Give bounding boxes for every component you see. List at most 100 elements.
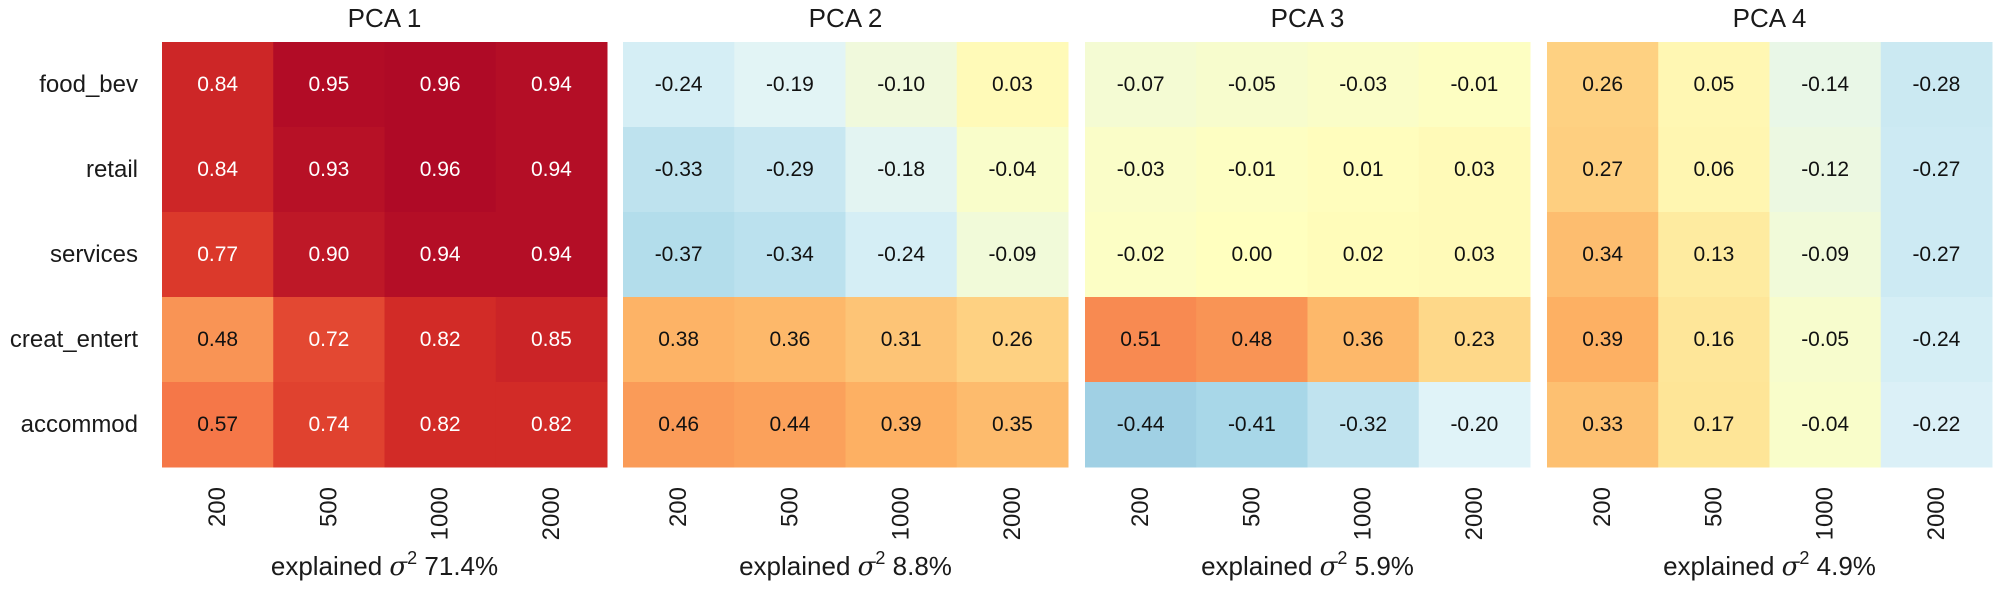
x-tick-label: 500: [1238, 487, 1265, 527]
cell-value-label: -0.32: [1339, 413, 1387, 436]
cell-value-label: 0.72: [308, 328, 349, 351]
heatmap-cell: [1658, 42, 1770, 128]
heatmap-panel-4: PCA 4 0.26 0.05 -0.14 -0.28 0.27 0.06 -0.12 -0.2…: [1547, 3, 1993, 582]
cell-value-label: 0.96: [420, 73, 461, 96]
cell-value-label: 0.35: [992, 413, 1033, 436]
cell-value-label: -0.29: [766, 158, 814, 181]
heatmap-cell: [1658, 212, 1770, 298]
heatmap-cell: [495, 127, 608, 213]
cell-value-label: 0.95: [308, 73, 349, 96]
cell-value-label: -0.05: [1228, 73, 1276, 96]
heatmap-cell: [1307, 127, 1420, 213]
cell-value-label: 0.05: [1693, 73, 1734, 96]
heatmap-cell: [1658, 382, 1770, 468]
heatmap-cell: [1880, 297, 1993, 383]
x-tick-label: 200: [665, 487, 692, 527]
cell-value-label: 0.93: [308, 158, 349, 181]
cell-value-label: 0.03: [1454, 158, 1495, 181]
x-tick-label: 2000: [1461, 487, 1488, 540]
heatmap-cell: [1196, 212, 1308, 298]
cell-value-label: 0.94: [531, 243, 572, 266]
cell-value-label: -0.18: [877, 158, 925, 181]
cell-value-label: 0.27: [1582, 158, 1623, 181]
heatmap-cell: [1418, 382, 1531, 468]
heatmap-cell: [384, 42, 497, 128]
cell-value-label: -0.24: [655, 73, 703, 96]
cell-value-label: 0.13: [1693, 243, 1734, 266]
heatmap-cell: [1418, 212, 1531, 298]
cell-value-label: 0.74: [308, 413, 349, 436]
x-axis-label: explained σ2 71.4%: [271, 548, 498, 582]
x-tick-label: 1000: [888, 487, 915, 540]
heatmap-cell: [623, 297, 735, 383]
heatmap-cell: [1196, 42, 1308, 128]
cell-value-label: -0.10: [877, 73, 925, 96]
cell-value-label: 0.17: [1693, 413, 1734, 436]
heatmap-cell: [1307, 42, 1420, 128]
cell-value-label: -0.01: [1228, 158, 1276, 181]
cell-value-label: 0.03: [1454, 243, 1495, 266]
cell-value-label: 0.36: [769, 328, 810, 351]
heatmap-cell: [1547, 382, 1659, 468]
cell-value-label: 0.39: [881, 413, 922, 436]
cell-value-label: 0.48: [1231, 328, 1272, 351]
cell-value-label: -0.04: [988, 158, 1036, 181]
cell-value-label: -0.04: [1801, 413, 1849, 436]
cell-value-label: 0.51: [1120, 328, 1161, 351]
cell-value-label: 0.94: [531, 158, 572, 181]
heatmap-cell: [273, 127, 385, 213]
heatmap-cell: [845, 212, 958, 298]
cell-value-label: 0.34: [1582, 243, 1623, 266]
cell-value-label: 0.26: [1582, 73, 1623, 96]
cell-value-label: -0.41: [1228, 413, 1276, 436]
cell-value-label: 0.94: [420, 243, 461, 266]
heatmap-cell: [1880, 42, 1993, 128]
cell-value-label: 0.84: [197, 158, 238, 181]
heatmap-cell: [1769, 297, 1882, 383]
heatmap-cell: [734, 127, 846, 213]
heatmap-cell: [384, 382, 497, 468]
x-tick-label: 1000: [1812, 487, 1839, 540]
cell-value-label: -0.02: [1117, 243, 1165, 266]
heatmap-cell: [1085, 297, 1197, 383]
cell-value-label: -0.27: [1912, 243, 1960, 266]
heatmap-cell: [1880, 382, 1993, 468]
x-tick-label: 200: [204, 487, 231, 527]
cell-value-label: 0.39: [1582, 328, 1623, 351]
heatmap-cell: [1880, 212, 1993, 298]
heatmap-cell: [384, 127, 497, 213]
heatmap-cell: [845, 382, 958, 468]
cell-value-label: 0.31: [881, 328, 922, 351]
cell-value-label: 0.23: [1454, 328, 1495, 351]
panel-title: PCA 2: [809, 3, 883, 33]
heatmap-cell: [495, 382, 608, 468]
x-tick-label: 1000: [427, 487, 454, 540]
cell-value-label: -0.09: [988, 243, 1036, 266]
heatmap-cell: [495, 297, 608, 383]
heatmap-cell: [1307, 212, 1420, 298]
heatmap-cell: [956, 127, 1069, 213]
cell-value-label: 0.82: [420, 413, 461, 436]
x-tick-label: 500: [315, 487, 342, 527]
heatmap-cell: [162, 382, 274, 468]
panel-title: PCA 4: [1733, 3, 1807, 33]
cell-value-label: -0.03: [1339, 73, 1387, 96]
panel-title: PCA 1: [348, 3, 422, 33]
heatmap-cell: [162, 127, 274, 213]
cell-value-label: -0.07: [1117, 73, 1165, 96]
heatmap-cell: [273, 42, 385, 128]
row-label-food-bev: food_bev: [39, 71, 138, 98]
heatmap-cell: [495, 42, 608, 128]
heatmap-cell: [956, 297, 1069, 383]
heatmap-cell: [1769, 212, 1882, 298]
cell-value-label: -0.12: [1801, 158, 1849, 181]
panel-title: PCA 3: [1271, 3, 1345, 33]
heatmap-cell: [623, 127, 735, 213]
cell-value-label: 0.06: [1693, 158, 1734, 181]
cell-value-label: -0.24: [877, 243, 925, 266]
cell-value-label: -0.44: [1117, 413, 1165, 436]
heatmap-cell: [1547, 297, 1659, 383]
heatmap-cell: [162, 42, 274, 128]
heatmap-panel-1: PCA 1 0.84 0.95 0.96 0.94 0.84 0.93 0.96 0.94 0.7…: [162, 3, 608, 582]
row-label-accommod: accommod: [21, 411, 138, 438]
